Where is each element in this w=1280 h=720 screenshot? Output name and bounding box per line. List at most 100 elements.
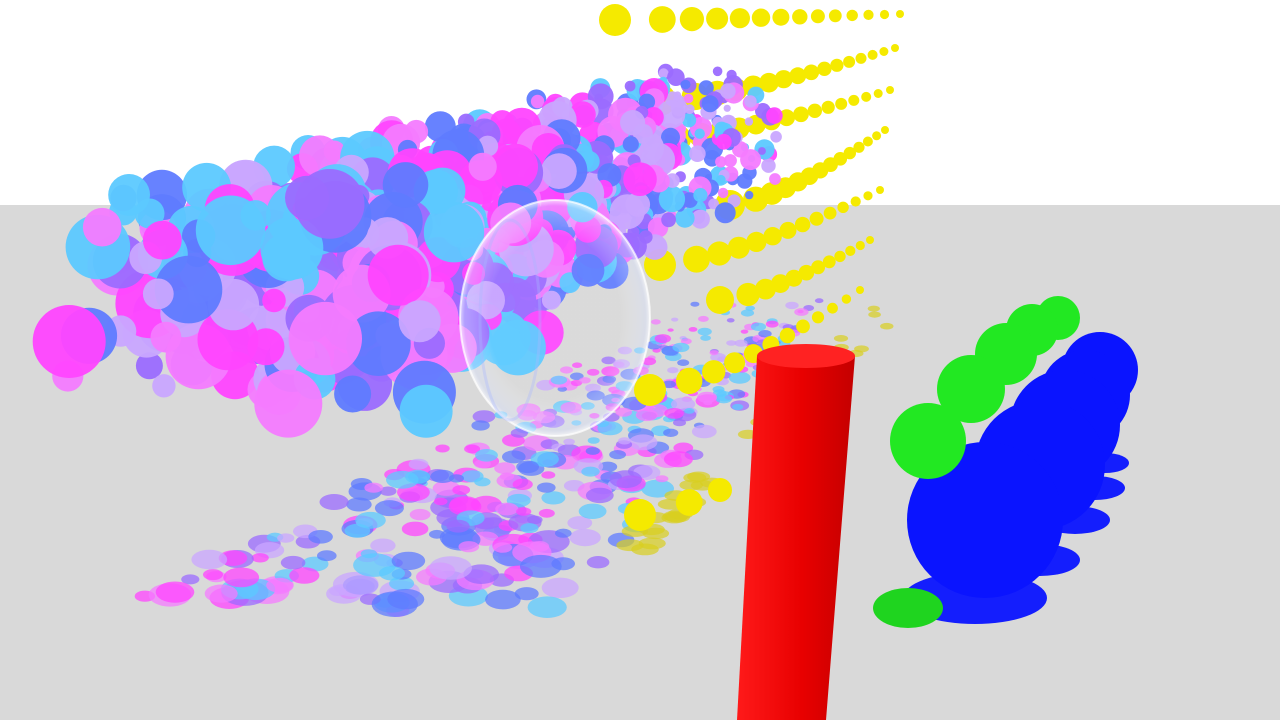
sphere-shadow bbox=[379, 486, 397, 496]
yellow-sphere bbox=[763, 227, 782, 246]
yellow-sphere bbox=[789, 67, 807, 85]
sphere-shadow bbox=[663, 428, 679, 437]
cloud-sphere bbox=[689, 145, 706, 162]
sphere-shadow bbox=[609, 450, 626, 460]
sphere-shadow bbox=[578, 503, 607, 519]
sphere-shadow bbox=[519, 554, 562, 578]
sphere-shadow bbox=[671, 317, 679, 322]
yellow-sphere bbox=[873, 89, 883, 98]
sphere-shadow bbox=[688, 327, 698, 332]
sphere-shadow bbox=[732, 403, 744, 411]
cloud-sphere bbox=[530, 94, 545, 109]
sphere-shadow bbox=[569, 529, 601, 547]
sphere-shadow bbox=[541, 491, 566, 505]
cloud-sphere bbox=[661, 127, 680, 147]
cloud-sphere bbox=[693, 188, 708, 203]
sphere-shadow bbox=[677, 359, 690, 367]
yellow-sphere bbox=[821, 100, 835, 114]
sphere-shadow bbox=[516, 460, 539, 474]
sphere-shadow bbox=[709, 350, 719, 356]
sphere-shadow bbox=[474, 459, 491, 469]
yellow-sphere bbox=[772, 8, 790, 26]
cloud-sphere bbox=[323, 140, 346, 162]
yellow-shadow bbox=[642, 527, 670, 540]
sphere-shadow bbox=[697, 391, 718, 403]
sphere-shadow bbox=[204, 584, 238, 603]
sphere-shadow bbox=[317, 550, 337, 562]
sphere-shadow bbox=[684, 408, 695, 414]
yellow-sphere bbox=[834, 250, 846, 263]
yellow-sphere bbox=[841, 294, 852, 304]
blue-green-sphere-rows bbox=[890, 296, 1138, 598]
yellow-sphere bbox=[845, 245, 856, 256]
sphere-shadow bbox=[374, 500, 404, 517]
yellow-sphere bbox=[823, 206, 837, 220]
sphere-shadow bbox=[391, 551, 426, 571]
yellow-sphere bbox=[798, 264, 815, 281]
sphere-shadow bbox=[452, 485, 471, 495]
sphere-shadow bbox=[680, 338, 692, 345]
cloud-sphere bbox=[690, 209, 710, 229]
yellow-sphere bbox=[774, 70, 793, 89]
yellow-sphere bbox=[850, 196, 861, 207]
yellow-sphere bbox=[676, 367, 703, 395]
sphere-shadow bbox=[472, 410, 496, 423]
sphere-shadow bbox=[728, 371, 751, 384]
cloud-sphere bbox=[625, 192, 651, 217]
cloud-sphere bbox=[745, 190, 754, 200]
sphere-shadow bbox=[690, 301, 700, 307]
cloud-sphere bbox=[758, 147, 766, 155]
yellow-sphere bbox=[755, 278, 776, 300]
cloud-sphere bbox=[770, 131, 782, 143]
sphere-shadow bbox=[598, 461, 618, 472]
yellow-sphere bbox=[811, 311, 825, 324]
cloud-sphere bbox=[717, 187, 729, 199]
sphere-shadow bbox=[203, 569, 223, 581]
sphere-shadow bbox=[663, 451, 693, 468]
sphere-shadow bbox=[785, 301, 799, 310]
sphere-shadow bbox=[510, 428, 528, 438]
yellow-sphere bbox=[796, 319, 810, 334]
sphere-shadow bbox=[664, 408, 684, 419]
yellow-sphere bbox=[599, 4, 631, 36]
cloud-sphere bbox=[684, 104, 695, 115]
sphere-shadow bbox=[740, 309, 755, 317]
sphere-shadow bbox=[370, 538, 396, 553]
sphere-shadow bbox=[700, 335, 711, 341]
cloud-sphere bbox=[468, 152, 497, 181]
sphere-shadow bbox=[697, 327, 712, 336]
cloud-sphere bbox=[681, 113, 697, 128]
sphere-shadow bbox=[654, 334, 671, 344]
sphere-shadow bbox=[672, 342, 690, 353]
yellow-sphere bbox=[822, 255, 836, 269]
yellow-sphere bbox=[855, 240, 865, 251]
yellow-sphere bbox=[886, 86, 894, 94]
cloud-sphere bbox=[740, 149, 762, 171]
sphere-shadow bbox=[555, 528, 572, 538]
sphere-shadow bbox=[277, 533, 295, 543]
yellow-sphere bbox=[837, 201, 849, 213]
sphere-shadow bbox=[346, 497, 372, 512]
sphere-shadow bbox=[409, 508, 431, 521]
glass-sphere bbox=[459, 199, 651, 437]
yellow-sphere bbox=[811, 260, 826, 275]
yellow-sphere bbox=[855, 52, 867, 64]
sphere-shadow bbox=[651, 319, 661, 325]
yellow-sphere bbox=[866, 236, 874, 244]
sphere-shadow bbox=[471, 420, 490, 431]
yellow-sphere bbox=[843, 55, 856, 68]
sphere-shadow bbox=[673, 442, 694, 454]
sphere-shadow bbox=[655, 475, 669, 483]
sphere-shadow bbox=[430, 469, 455, 483]
sphere-shadow bbox=[698, 315, 709, 322]
cloud-sphere bbox=[254, 369, 323, 438]
yellow-shadow bbox=[683, 472, 707, 483]
yellow-sphere bbox=[843, 146, 856, 160]
yellow-sphere bbox=[759, 72, 779, 93]
cloud-sphere bbox=[720, 83, 736, 99]
sphere-shadow bbox=[429, 556, 472, 580]
sphere-shadow bbox=[527, 515, 543, 525]
sphere-shadow bbox=[386, 470, 419, 489]
sphere-shadow bbox=[308, 530, 333, 544]
